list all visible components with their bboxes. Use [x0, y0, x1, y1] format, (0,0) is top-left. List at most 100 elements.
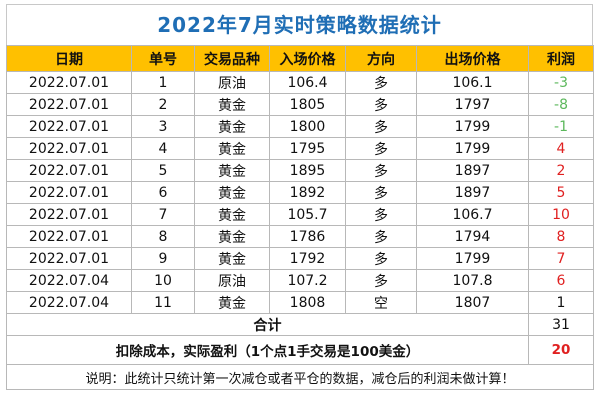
header-order-no: 单号 [131, 45, 195, 72]
cell-direction: 多 [345, 225, 417, 248]
table-row: 2022.07.01 4 黄金 1795 多 1799 4 [6, 137, 594, 160]
total-label: 合计 [6, 313, 529, 336]
note-text: 说明：此统计只统计第一次减仓或者平仓的数据，减仓后的利润未做计算！ [6, 364, 594, 390]
cell-direction: 多 [345, 137, 417, 160]
cell-entry-price: 1795 [269, 137, 346, 160]
sheet-title: 2022年7月实时策略数据统计 [6, 4, 593, 45]
table-row: 2022.07.01 7 黄金 105.7 多 106.7 10 [6, 203, 594, 226]
cell-direction: 多 [345, 159, 417, 182]
cell-direction: 多 [345, 115, 417, 138]
cell-order-no: 10 [131, 269, 195, 292]
cell-product: 黄金 [194, 247, 270, 270]
note-row: 说明：此统计只统计第一次减仓或者平仓的数据，减仓后的利润未做计算！ [6, 364, 594, 390]
cell-direction: 多 [345, 269, 417, 292]
cell-product: 黄金 [194, 181, 270, 204]
table-row: 2022.07.04 11 黄金 1808 空 1807 1 [6, 291, 594, 314]
cell-entry-price: 106.4 [269, 71, 346, 94]
cell-exit-price: 1897 [416, 159, 529, 182]
cell-order-no: 7 [131, 203, 195, 226]
cell-product: 黄金 [194, 137, 270, 160]
net-profit-row: 扣除成本，实际盈利（1个点1手交易是100美金） 20 [6, 335, 594, 365]
cell-date: 2022.07.01 [6, 137, 132, 160]
table-row: 2022.07.04 10 原油 107.2 多 107.8 6 [6, 269, 594, 292]
table-row: 2022.07.01 9 黄金 1792 多 1799 7 [6, 247, 594, 270]
cell-date: 2022.07.01 [6, 181, 132, 204]
cell-date: 2022.07.01 [6, 115, 132, 138]
cell-exit-price: 107.8 [416, 269, 529, 292]
cell-profit: 1 [528, 291, 594, 314]
cell-date: 2022.07.01 [6, 93, 132, 116]
cell-order-no: 5 [131, 159, 195, 182]
cell-order-no: 2 [131, 93, 195, 116]
cell-exit-price: 106.7 [416, 203, 529, 226]
cell-exit-price: 1797 [416, 93, 529, 116]
cell-direction: 多 [345, 181, 417, 204]
cell-profit: -1 [528, 115, 594, 138]
cell-exit-price: 1799 [416, 115, 529, 138]
cell-profit: -3 [528, 71, 594, 94]
cell-order-no: 9 [131, 247, 195, 270]
cell-exit-price: 106.1 [416, 71, 529, 94]
cell-exit-price: 1794 [416, 225, 529, 248]
header-entry-price: 入场价格 [269, 45, 346, 72]
table-row: 2022.07.01 5 黄金 1895 多 1897 2 [6, 159, 594, 182]
cell-exit-price: 1799 [416, 137, 529, 160]
cell-product: 黄金 [194, 159, 270, 182]
cell-product: 黄金 [194, 225, 270, 248]
cell-exit-price: 1897 [416, 181, 529, 204]
cell-date: 2022.07.01 [6, 247, 132, 270]
total-value: 31 [528, 313, 594, 336]
table-row: 2022.07.01 6 黄金 1892 多 1897 5 [6, 181, 594, 204]
cell-exit-price: 1807 [416, 291, 529, 314]
cell-direction: 多 [345, 247, 417, 270]
trades-table: 日期 单号 交易品种 入场价格 方向 出场价格 利润 2022.07.01 1 原油… [6, 45, 594, 390]
cell-direction: 多 [345, 203, 417, 226]
table-row: 2022.07.01 1 原油 106.4 多 106.1 -3 [6, 71, 594, 94]
cell-entry-price: 1800 [269, 115, 346, 138]
cell-entry-price: 1895 [269, 159, 346, 182]
cell-product: 黄金 [194, 203, 270, 226]
strategy-stats-sheet: 2022年7月实时策略数据统计 日期 单号 交易品种 入场价格 方向 出场价格 … [6, 4, 594, 390]
cell-profit: 6 [528, 269, 594, 292]
cell-date: 2022.07.01 [6, 203, 132, 226]
cell-date: 2022.07.01 [6, 225, 132, 248]
cell-profit: 8 [528, 225, 594, 248]
cell-product: 原油 [194, 269, 270, 292]
header-direction: 方向 [345, 45, 417, 72]
table-row: 2022.07.01 2 黄金 1805 多 1797 -8 [6, 93, 594, 116]
cell-profit: 5 [528, 181, 594, 204]
cell-entry-price: 1792 [269, 247, 346, 270]
cell-direction: 多 [345, 71, 417, 94]
cell-profit: -8 [528, 93, 594, 116]
cell-date: 2022.07.01 [6, 71, 132, 94]
header-product: 交易品种 [194, 45, 270, 72]
cell-profit: 4 [528, 137, 594, 160]
header-date: 日期 [6, 45, 132, 72]
cell-entry-price: 1805 [269, 93, 346, 116]
cell-entry-price: 1808 [269, 291, 346, 314]
cell-entry-price: 1892 [269, 181, 346, 204]
cell-order-no: 3 [131, 115, 195, 138]
table-row: 2022.07.01 8 黄金 1786 多 1794 8 [6, 225, 594, 248]
cell-order-no: 1 [131, 71, 195, 94]
total-row: 合计 31 [6, 313, 594, 336]
header-profit: 利润 [528, 45, 594, 72]
cell-order-no: 6 [131, 181, 195, 204]
header-row: 日期 单号 交易品种 入场价格 方向 出场价格 利润 [6, 45, 594, 72]
cell-date: 2022.07.04 [6, 269, 132, 292]
cell-order-no: 11 [131, 291, 195, 314]
cell-product: 黄金 [194, 291, 270, 314]
cell-direction: 多 [345, 93, 417, 116]
cell-order-no: 8 [131, 225, 195, 248]
table-row: 2022.07.01 3 黄金 1800 多 1799 -1 [6, 115, 594, 138]
cell-entry-price: 105.7 [269, 203, 346, 226]
cell-entry-price: 107.2 [269, 269, 346, 292]
cell-product: 原油 [194, 71, 270, 94]
cell-product: 黄金 [194, 93, 270, 116]
net-profit-value: 20 [528, 335, 594, 365]
trades-body: 2022.07.01 1 原油 106.4 多 106.1 -3 2022.07.01 2 黄金 1… [6, 71, 594, 314]
net-profit-label: 扣除成本，实际盈利（1个点1手交易是100美金） [6, 335, 529, 365]
cell-profit: 7 [528, 247, 594, 270]
cell-direction: 空 [345, 291, 417, 314]
cell-product: 黄金 [194, 115, 270, 138]
